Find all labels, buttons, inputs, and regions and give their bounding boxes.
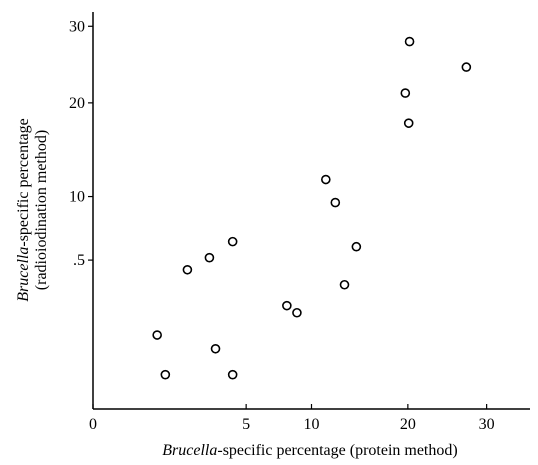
point (321, 174, 331, 185)
point (403, 118, 414, 128)
y-label-italic: Brucella (15, 247, 32, 302)
y-axis-label-2: (radioiodination method) (33, 130, 50, 290)
point (292, 307, 302, 318)
point (351, 241, 362, 252)
y-tick-label: 20 (69, 95, 85, 112)
x-tick-label: 5 (242, 416, 250, 433)
y-tick-label: 10 (69, 189, 85, 206)
point (227, 236, 238, 247)
y-label-text: -specific percentage (15, 118, 32, 246)
y-tick-label: .5 (73, 252, 85, 269)
point (210, 343, 221, 354)
point (282, 300, 292, 311)
x-tick-label: 10 (304, 416, 320, 433)
x-tick-label: 0 (89, 416, 97, 433)
x-tick-label: 20 (400, 416, 416, 433)
point (404, 36, 415, 47)
x-axis-label: Brucella-specific percentage (protein me… (162, 442, 457, 459)
y-tick-label: 30 (69, 18, 85, 35)
x-tick-label: 30 (479, 416, 495, 433)
x-label-italic: Brucella (162, 442, 217, 459)
point (461, 62, 472, 72)
y-axis-label: Brucella-specific percentage (15, 118, 32, 301)
point (182, 264, 193, 275)
x-label-text: -specific percentage (protein method) (217, 442, 457, 459)
point (204, 252, 215, 263)
point (227, 369, 238, 380)
point (339, 279, 350, 290)
point (152, 330, 162, 340)
point (330, 197, 341, 208)
point (400, 88, 411, 98)
point (160, 369, 171, 380)
